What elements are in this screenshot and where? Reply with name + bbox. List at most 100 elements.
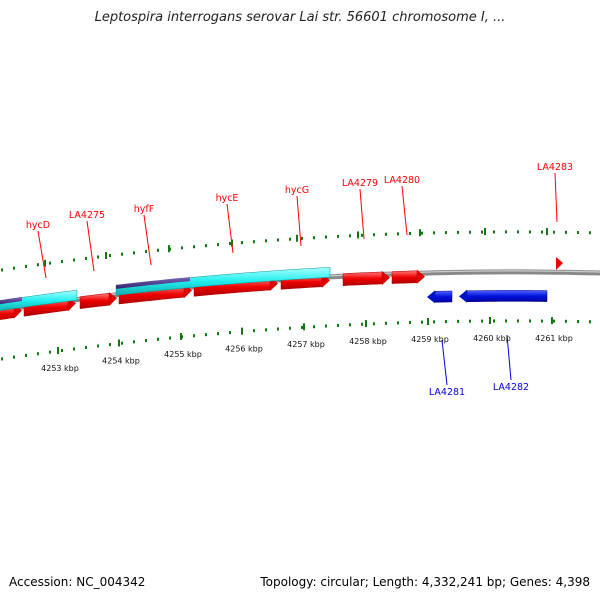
forward-gene-label: LA4275: [69, 210, 105, 221]
major-tick: [57, 347, 59, 355]
minor-tick: [349, 234, 351, 238]
minor-tick: [397, 232, 399, 236]
forward-label-leader: [554, 172, 558, 223]
minor-tick: [157, 337, 159, 341]
minor-tick: [325, 324, 327, 328]
reverse-label-leader: [441, 339, 448, 386]
label-layer: 4253 kbp 4254 kbp 4255 kbp 4256 kbp 4257 kbp…: [26, 162, 573, 398]
feature-band: [116, 277, 190, 289]
forward-gene-arrowhead: [109, 292, 117, 307]
minor-tick: [337, 323, 339, 327]
minor-tick: [289, 326, 291, 330]
minor-tick: [433, 320, 435, 324]
major-tick: [551, 317, 553, 325]
minor-tick: [253, 329, 255, 333]
minor-tick: [577, 231, 579, 235]
minor-tick: [445, 231, 447, 235]
major-tick: [303, 323, 305, 331]
feature-band: [0, 297, 22, 305]
minor-tick: [109, 343, 111, 347]
minor-tick: [301, 325, 303, 329]
forward-gene-label: hyfF: [134, 204, 154, 215]
summary-text: Topology: circular; Length: 4,332,241 bp…: [260, 575, 590, 589]
forward-gene-arrowhead: [417, 269, 425, 284]
minor-tick: [121, 252, 123, 256]
minor-tick: [505, 230, 507, 234]
major-tick: [241, 327, 243, 335]
minor-tick: [73, 258, 75, 262]
major-tick: [484, 228, 486, 236]
major-tick: [365, 320, 367, 328]
minor-tick: [409, 320, 411, 324]
scale-label: 4258 kbp: [349, 337, 387, 346]
minor-tick: [229, 242, 231, 246]
minor-tick: [37, 352, 39, 356]
reverse-gene-arrowhead: [427, 290, 435, 304]
minor-tick: [421, 320, 423, 324]
minor-tick: [253, 240, 255, 244]
forward-gene-label: LA4283: [537, 162, 573, 173]
minor-tick: [169, 336, 171, 340]
forward-label-leader: [401, 185, 408, 236]
minor-tick: [361, 322, 363, 326]
minor-tick: [493, 319, 495, 323]
forward-gene-label: LA4279: [342, 178, 378, 189]
accession-text: Accession: NC_004342: [9, 575, 146, 589]
minor-tick: [277, 327, 279, 331]
minor-tick: [85, 345, 87, 349]
forward-gene-arrowhead: [382, 270, 390, 285]
minor-tick: [265, 328, 267, 332]
reverse-gene-label: LA4282: [493, 382, 529, 393]
major-tick: [489, 317, 491, 325]
minor-tick: [85, 256, 87, 260]
minor-tick: [565, 230, 567, 234]
reverse-gene-label: LA4281: [429, 387, 465, 398]
scale-label: 4260 kbp: [473, 334, 511, 343]
minor-tick: [565, 319, 567, 323]
minor-tick: [121, 341, 123, 345]
forward-gene-arrow: [79, 292, 110, 309]
minor-tick: [301, 236, 303, 240]
minor-tick: [445, 320, 447, 324]
minor-tick: [553, 230, 555, 234]
minor-tick: [433, 231, 435, 235]
major-tick: [44, 259, 46, 267]
minor-tick: [517, 319, 519, 323]
map-title: Leptospira interrogans serovar Lai str. …: [94, 10, 506, 25]
minor-tick: [49, 261, 51, 265]
label-leaders: [37, 172, 558, 386]
minor-tick: [49, 350, 51, 354]
forward-label-leader: [359, 188, 365, 240]
minor-tick: [181, 246, 183, 250]
minor-tick: [133, 340, 135, 344]
minor-tick: [229, 331, 231, 335]
feature-band: [115, 267, 331, 296]
minor-tick: [73, 347, 75, 351]
minor-tick: [1, 357, 3, 361]
major-tick: [168, 245, 170, 253]
minor-tick: [265, 239, 267, 243]
minor-tick: [577, 320, 579, 324]
minor-tick: [193, 334, 195, 338]
minor-tick: [541, 230, 543, 234]
forward-gene-arrow: [391, 270, 418, 284]
scale-label: 4261 kbp: [535, 334, 573, 343]
minor-tick: [1, 268, 3, 272]
forward-gene-label: hycE: [216, 193, 239, 204]
reverse-label-leader: [506, 334, 512, 381]
minor-tick: [37, 263, 39, 267]
scale-label: 4253 kbp: [41, 364, 79, 373]
tick-marks: [1, 228, 591, 361]
scale-label: 4255 kbp: [164, 350, 202, 359]
reverse-gene-arrow: [466, 290, 548, 302]
forward-label-leader: [296, 195, 302, 247]
feature-band: [0, 289, 78, 311]
minor-tick: [385, 232, 387, 236]
minor-tick: [313, 325, 315, 329]
minor-tick: [469, 319, 471, 323]
forward-gene-label: hycD: [26, 220, 50, 231]
major-tick: [546, 228, 548, 236]
minor-tick: [13, 266, 15, 270]
minor-tick: [61, 260, 63, 264]
